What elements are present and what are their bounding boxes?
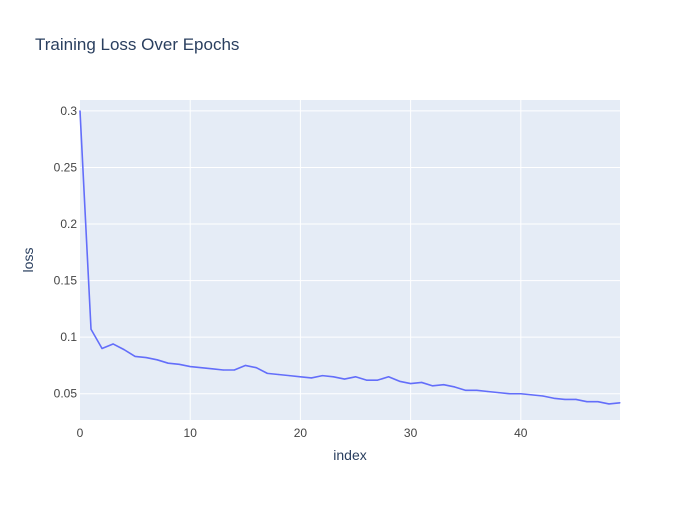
data-point [608,403,610,405]
data-point [432,385,434,387]
data-point [509,393,511,395]
x-axis-ticks: 0 10 20 30 40 [77,426,528,440]
data-point [365,379,368,381]
data-point [101,347,103,350]
y-axis-label: loss [20,248,36,273]
data-point [531,394,533,396]
data-point [277,373,279,376]
data-point [387,376,390,378]
data-point [233,369,235,371]
data-point [266,372,268,374]
data-point [255,367,257,369]
data-point [487,390,489,393]
data-point [465,389,467,391]
data-point [123,349,125,351]
plot-background [80,100,620,420]
data-point [156,359,158,361]
data-point [343,378,346,380]
data-point [542,395,544,397]
data-point [222,369,224,371]
x-tick-label: 0 [77,426,84,440]
x-tick-label: 20 [294,426,308,440]
x-axis-label: index [333,447,366,463]
data-point [134,355,136,358]
data-point [200,367,202,369]
data-point [178,363,180,365]
data-point [410,382,412,385]
data-point [112,343,114,345]
data-point [321,375,324,377]
data-point [586,401,588,403]
data-point [376,379,379,381]
data-point [244,364,246,367]
data-point [299,376,302,378]
chart-title: Training Loss Over Epochs [35,35,239,54]
data-point [145,356,147,359]
data-point [553,397,555,399]
y-tick-label: 0.25 [54,160,78,174]
data-point [354,376,357,378]
data-point [211,368,213,370]
data-point [520,393,522,395]
loss-series-line [79,110,621,405]
y-tick-label: 0.05 [54,387,78,401]
series-layer [79,110,621,405]
data-point [79,110,81,112]
data-point [332,376,335,378]
data-point [443,384,445,386]
x-tick-label: 40 [514,426,528,440]
data-point [564,398,566,401]
data-point [498,392,500,394]
data-point [288,375,290,377]
data-point [421,381,423,384]
x-tick-label: 30 [404,426,418,440]
data-point [575,398,577,401]
data-point [189,365,191,368]
data-point [310,377,313,379]
y-tick-label: 0.15 [54,274,78,288]
data-point [619,402,621,404]
data-point [476,389,478,391]
data-point [167,362,169,364]
grid-lines [80,100,620,420]
x-tick-label: 10 [184,426,198,440]
y-tick-label: 0.2 [60,217,77,231]
y-tick-label: 0.3 [60,104,77,118]
data-point [454,386,456,388]
y-axis-ticks: 0.05 0.1 0.15 0.2 0.25 0.3 [54,104,78,401]
data-point [597,401,599,403]
data-point [90,328,92,330]
y-tick-label: 0.1 [60,330,77,344]
data-point [398,380,401,382]
